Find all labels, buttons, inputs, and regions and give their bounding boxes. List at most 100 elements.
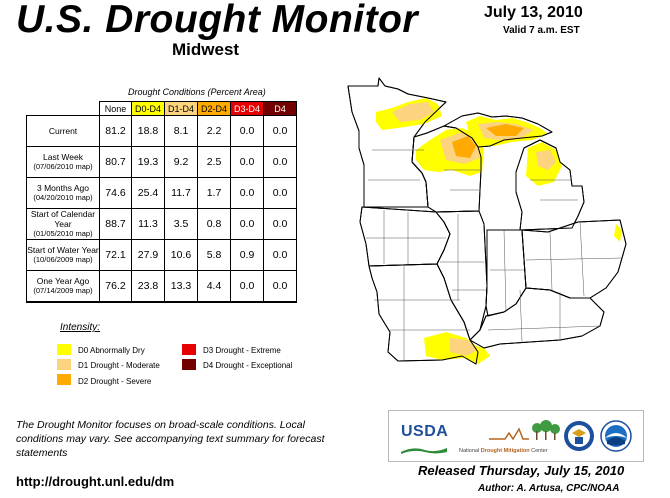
state-borders [347,77,627,365]
drought-areas [376,98,622,364]
table-cell: 3.5 [164,208,198,240]
legend-swatch-d1 [57,359,71,370]
page-title: U.S. Drought Monitor [16,0,419,41]
ndmc-logo: National Drought Mitigation Center [459,419,563,455]
website-link[interactable]: http://drought.unl.edu/dm [16,474,175,489]
region-name: Midwest [172,40,240,59]
ndmc-prefix: National [459,448,480,454]
legend-label-d1: D1 Drought - Moderate [78,361,160,370]
table-cell: 2.2 [197,115,231,147]
table-row: Last Week (07/06/2010 map) 80.7 19.3 9.2 2.5 0… [26,146,297,178]
valid-time: Valid 7 a.m. EST [503,25,580,36]
table-cell: 25.4 [131,177,165,209]
table-cell: 80.7 [99,146,132,178]
ndmc-text: National Drought Mitigation Center [459,448,563,454]
ndmc-suffix: Center [531,448,548,454]
usda-swoosh-icon [401,448,447,454]
table-cell: 18.8 [131,115,165,147]
table-cell: 4.4 [197,270,231,303]
legend-title: Intensity: [60,322,101,333]
row-label-date: (07/06/2010 map) [33,162,93,171]
table-cell: 0.0 [263,146,297,178]
row-label-main: One Year Ago [36,276,90,286]
row-label-date: (07/14/2009 map) [33,286,93,295]
table-cell: 76.2 [99,270,132,303]
commerce-seal-icon [564,421,594,451]
drought-d2-up [486,124,524,136]
ndmc-tree-icon [489,420,560,441]
table-corner [27,102,100,116]
column-header-d2-d4: D2-D4 [197,101,231,116]
partner-logos: USDA National Drought Mitigation Center [388,410,644,462]
table-cell: 11.7 [164,177,198,209]
table-cell: 88.7 [99,208,132,240]
table-header-row: None D0-D4 D1-D4 D2-D4 D3-D4 D4 [27,101,297,116]
row-label-main: Last Week [42,152,83,162]
drought-conditions-table: None D0-D4 D1-D4 D2-D4 D3-D4 D4 Current 8… [26,101,297,303]
table-row: 3 Months Ago (04/20/2010 map) 74.6 25.4 11.7… [26,177,297,209]
table-cell: 8.1 [164,115,198,147]
table-cell: 0.0 [263,208,297,240]
drought-d2-wi [452,136,476,158]
row-label: 3 Months Ago (04/20/2010 map) [26,177,100,209]
table-cell: 0.9 [230,239,264,271]
table-cell: 81.2 [99,115,132,147]
ndmc-main: Drought Mitigation [480,448,530,454]
column-header-none: None [99,101,132,116]
table-cell: 0.0 [230,115,264,147]
table-cell: 0.0 [263,177,297,209]
table-cell: 11.3 [131,208,165,240]
author-credit: Author: A. Artusa, CPC/NOAA [478,483,620,494]
table-cell: 27.9 [131,239,165,271]
table-caption: Drought Conditions (Percent Area) [128,87,266,97]
table-cell: 0.8 [197,208,231,240]
table-cell: 2.5 [197,146,231,178]
table-cell: 10.6 [164,239,198,271]
row-label-main: 3 Months Ago [37,183,89,193]
legend-swatch-d4 [182,359,196,370]
state-iowa [359,206,451,267]
legend-label-d4: D4 Drought - Exceptional [203,361,293,370]
release-date: Released Thursday, July 15, 2010 [418,463,625,478]
row-label: Current [26,115,100,147]
row-label: Last Week (07/06/2010 map) [26,146,100,178]
drought-d1-mn-north [392,102,434,122]
legend-label-d2: D2 Drought - Severe [78,377,152,386]
table-cell: 0.0 [230,208,264,240]
table-cell: 72.1 [99,239,132,271]
legend-swatch-d2 [57,374,71,385]
usda-logo: USDA [401,423,448,459]
row-label-main: Current [48,126,78,136]
column-header-d0-d4: D0-D4 [131,101,165,116]
disclaimer-text: The Drought Monitor focuses on broad-sca… [16,419,325,459]
table-row: Current 81.2 18.8 8.1 2.2 0.0 0.0 [26,115,297,147]
map-date: July 13, 2010 [484,4,583,21]
drought-d1-mo-se [450,338,478,356]
table-cell: 5.8 [197,239,231,271]
table-row: Start of Water Year (10/06/2009 map) 72.1 2… [26,239,297,271]
table-cell: 74.6 [99,177,132,209]
legend-swatch-d0 [57,344,71,355]
usda-logo-text: USDA [401,423,449,440]
row-label-date: (01/05/2010 map) [33,229,93,238]
noaa-logo-icon [600,420,632,452]
row-label: One Year Ago (07/14/2009 map) [26,270,100,303]
county-lines [366,149,623,360]
drought-d1-lp [536,150,556,170]
table-cell: 0.0 [230,146,264,178]
row-label-main: Start of Water Year [27,245,99,255]
legend-label-d0: D0 Abnormally Dry [78,346,145,355]
midwest-drought-map [347,77,627,365]
row-label: Start of Water Year (10/06/2009 map) [26,239,100,271]
table-cell: 0.0 [230,177,264,209]
column-header-d1-d4: D1-D4 [164,101,198,116]
table-cell: 0.0 [263,239,297,271]
table-cell: 13.3 [164,270,198,303]
table-cell: 0.0 [230,270,264,303]
table-cell: 19.3 [131,146,165,178]
table-row: One Year Ago (07/14/2009 map) 76.2 23.8 13.3… [26,270,297,303]
column-header-d3-d4: D3-D4 [230,101,264,116]
table-cell: 0.0 [263,270,297,303]
table-cell: 23.8 [131,270,165,303]
column-header-d4: D4 [263,101,297,116]
